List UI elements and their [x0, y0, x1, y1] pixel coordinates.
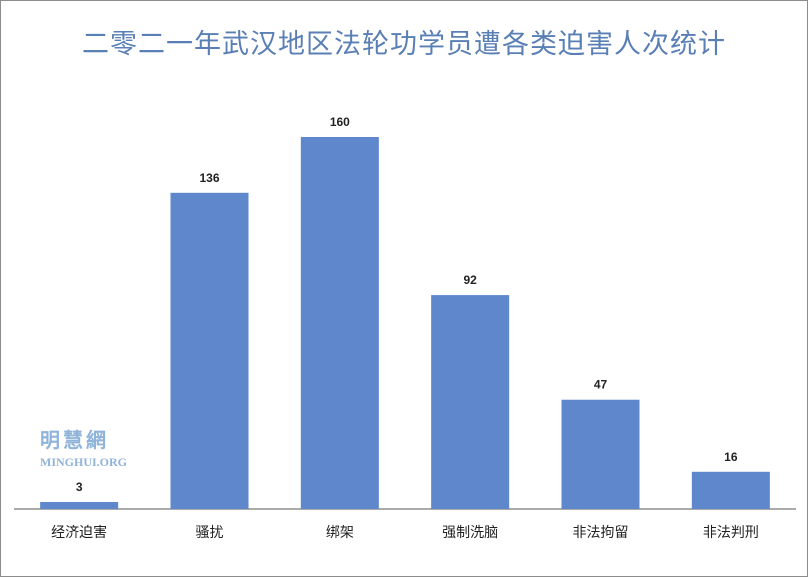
x-tick-label-2: 绑架	[326, 525, 354, 541]
bar-2	[300, 137, 379, 509]
data-label-4: 47	[594, 378, 608, 392]
data-label-3: 92	[463, 273, 477, 287]
data-label-1: 136	[199, 171, 219, 185]
data-label-2: 160	[330, 115, 350, 129]
minghui-watermark: 明慧網 MINGHUI.ORG	[40, 424, 127, 470]
bar-1	[170, 192, 249, 510]
data-label-5: 16	[724, 450, 738, 464]
x-tick-label-4: 非法拘留	[573, 525, 629, 541]
watermark-en-text: MINGHUI.ORG	[40, 455, 127, 469]
x-tick-label-5: 非法判刑	[703, 525, 759, 541]
chart-title: 二零二一年武汉地区法轮功学员遭各类迫害人次统计	[82, 29, 726, 60]
x-tick-label-1: 骚扰	[196, 525, 224, 541]
bar-0	[40, 502, 119, 509]
bar-5	[691, 471, 770, 509]
bar-4	[561, 399, 640, 509]
bar-3	[431, 295, 510, 509]
data-label-0: 3	[76, 480, 83, 494]
watermark-cn-text: 明慧網	[40, 428, 109, 452]
x-tick-label-0: 经济迫害	[51, 525, 107, 541]
x-tick-label-3: 强制洗脑	[442, 525, 498, 541]
